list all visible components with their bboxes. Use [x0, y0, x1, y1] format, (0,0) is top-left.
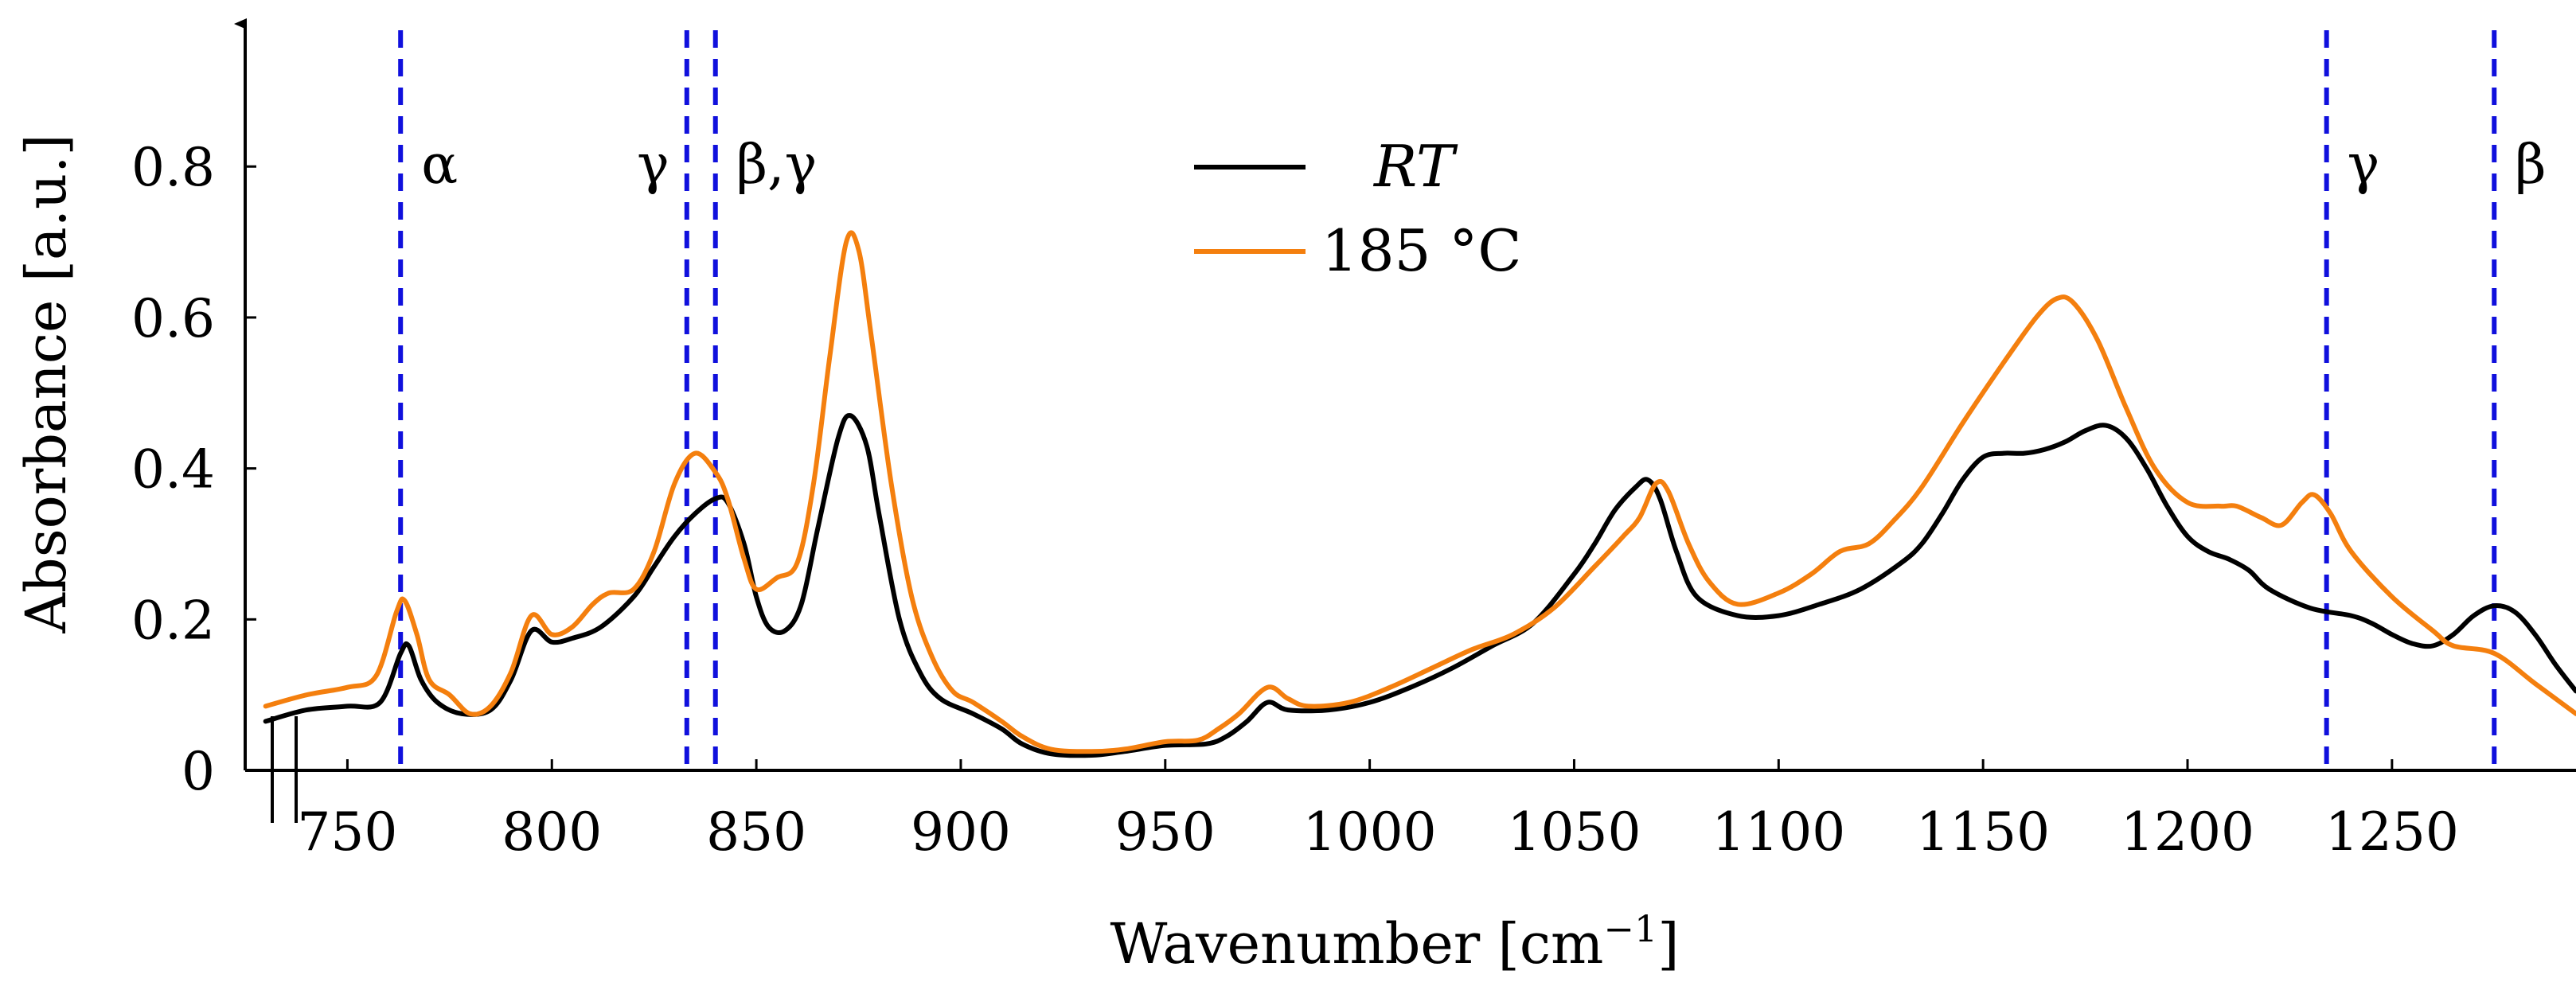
reference-lines	[398, 30, 2497, 770]
x-tick-label: 1000	[1303, 801, 1437, 863]
x-tick-label: 1250	[2325, 801, 2459, 863]
x-tick-label: 900	[911, 801, 1011, 863]
y-tick-label: 0.6	[131, 288, 215, 349]
legend: RT 185 °C	[1194, 133, 1521, 284]
reference-label-0: α	[421, 134, 458, 197]
series-line-rt	[263, 413, 2576, 758]
x-tick-label: 750	[297, 801, 397, 863]
reference-labels: α γ β,γ γ β	[421, 134, 2546, 197]
y-axis-title: Absorbance [a.u.]	[14, 134, 79, 633]
x-tick-label: 1200	[2121, 801, 2254, 863]
y-ticks: 0 0.2 0.4 0.6 0.8	[131, 137, 256, 802]
legend-label-rt: RT	[1372, 133, 1458, 200]
y-tick-label: 0.8	[131, 137, 215, 198]
reference-label-3: γ	[2348, 134, 2380, 197]
reference-label-1: γ	[637, 134, 669, 197]
x-tick-label: 1050	[1507, 801, 1641, 863]
series-line-185c	[263, 230, 2576, 754]
y-tick-label: 0.4	[131, 439, 215, 501]
y-tick-label: 0	[181, 741, 215, 802]
x-tick-label: 800	[502, 801, 602, 863]
reference-label-4: β	[2515, 134, 2546, 197]
x-tick-label: 950	[1115, 801, 1216, 863]
x-tick-label: 1150	[1916, 801, 2050, 863]
x-ticks: 750 800 850 900 950 1000 1050 1100 1150 1200 1250	[297, 759, 2459, 863]
x-tick-label: 850	[706, 801, 806, 863]
x-axis-title-superscript: −1	[1603, 907, 1657, 950]
x-tick-label: 1100	[1711, 801, 1845, 863]
x-axis-title: Wavenumber [cm−1]	[1110, 907, 1679, 976]
legend-label-185c: 185 °C	[1321, 217, 1521, 284]
y-tick-label: 0.2	[131, 590, 215, 651]
reference-label-2: β,γ	[736, 134, 818, 197]
series-lines	[263, 230, 2576, 758]
